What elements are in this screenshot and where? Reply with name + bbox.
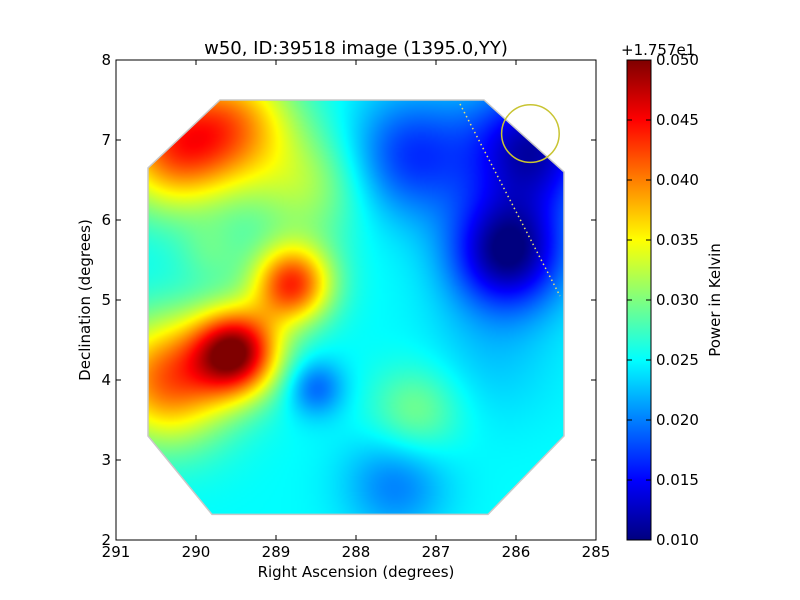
colorbar-tick-label: 0.040 <box>656 171 699 189</box>
y-axis-label: Declination (degrees) <box>76 219 94 381</box>
x-tick-label: 286 <box>502 543 531 561</box>
colorbar-offset: +1.757e1 <box>621 41 695 59</box>
colorbar-label: Power in Kelvin <box>706 243 724 357</box>
x-tick-label: 290 <box>182 543 211 561</box>
x-axis: 291 290 289 288 287 286 285 <box>102 60 611 561</box>
colorbar-tick-label: 0.015 <box>656 471 699 489</box>
y-tick-label: 7 <box>101 131 111 149</box>
x-tick-label: 287 <box>422 543 451 561</box>
y-axis: 2 3 4 5 6 7 8 <box>101 51 596 549</box>
dotted-line <box>459 103 561 297</box>
x-axis-label: Right Ascension (degrees) <box>258 563 455 581</box>
colorbar-tick-label: 0.030 <box>656 291 699 309</box>
colorbar-tick-label: 0.050 <box>656 51 699 69</box>
x-tick-label: 285 <box>582 543 611 561</box>
y-tick-label: 3 <box>101 451 111 469</box>
y-tick-label: 8 <box>101 51 111 69</box>
colorbar-tick-label: 0.035 <box>656 231 699 249</box>
x-tick-label: 291 <box>102 543 131 561</box>
heatmap-image <box>148 100 564 515</box>
beam-circle <box>500 104 560 164</box>
y-tick-label: 5 <box>101 291 111 309</box>
colorbar-tick-label: 0.045 <box>656 111 699 129</box>
x-tick-label: 289 <box>262 543 291 561</box>
y-tick-label: 4 <box>101 371 111 389</box>
colorbar-tick-label: 0.010 <box>656 531 699 549</box>
footprint-outline <box>147 99 565 516</box>
colorbar-ticks: 0.010 0.015 0.020 0.025 0.030 0.035 0.040 0.045… <box>627 51 699 549</box>
colorbar-tick-label: 0.020 <box>656 411 699 429</box>
colorbar-tick-label: 0.025 <box>656 351 699 369</box>
y-tick-label: 6 <box>101 211 111 229</box>
x-tick-label: 288 <box>342 543 371 561</box>
y-tick-label: 2 <box>101 531 111 549</box>
chart-title: w50, ID:39518 image (1395.0,YY) <box>204 38 508 59</box>
